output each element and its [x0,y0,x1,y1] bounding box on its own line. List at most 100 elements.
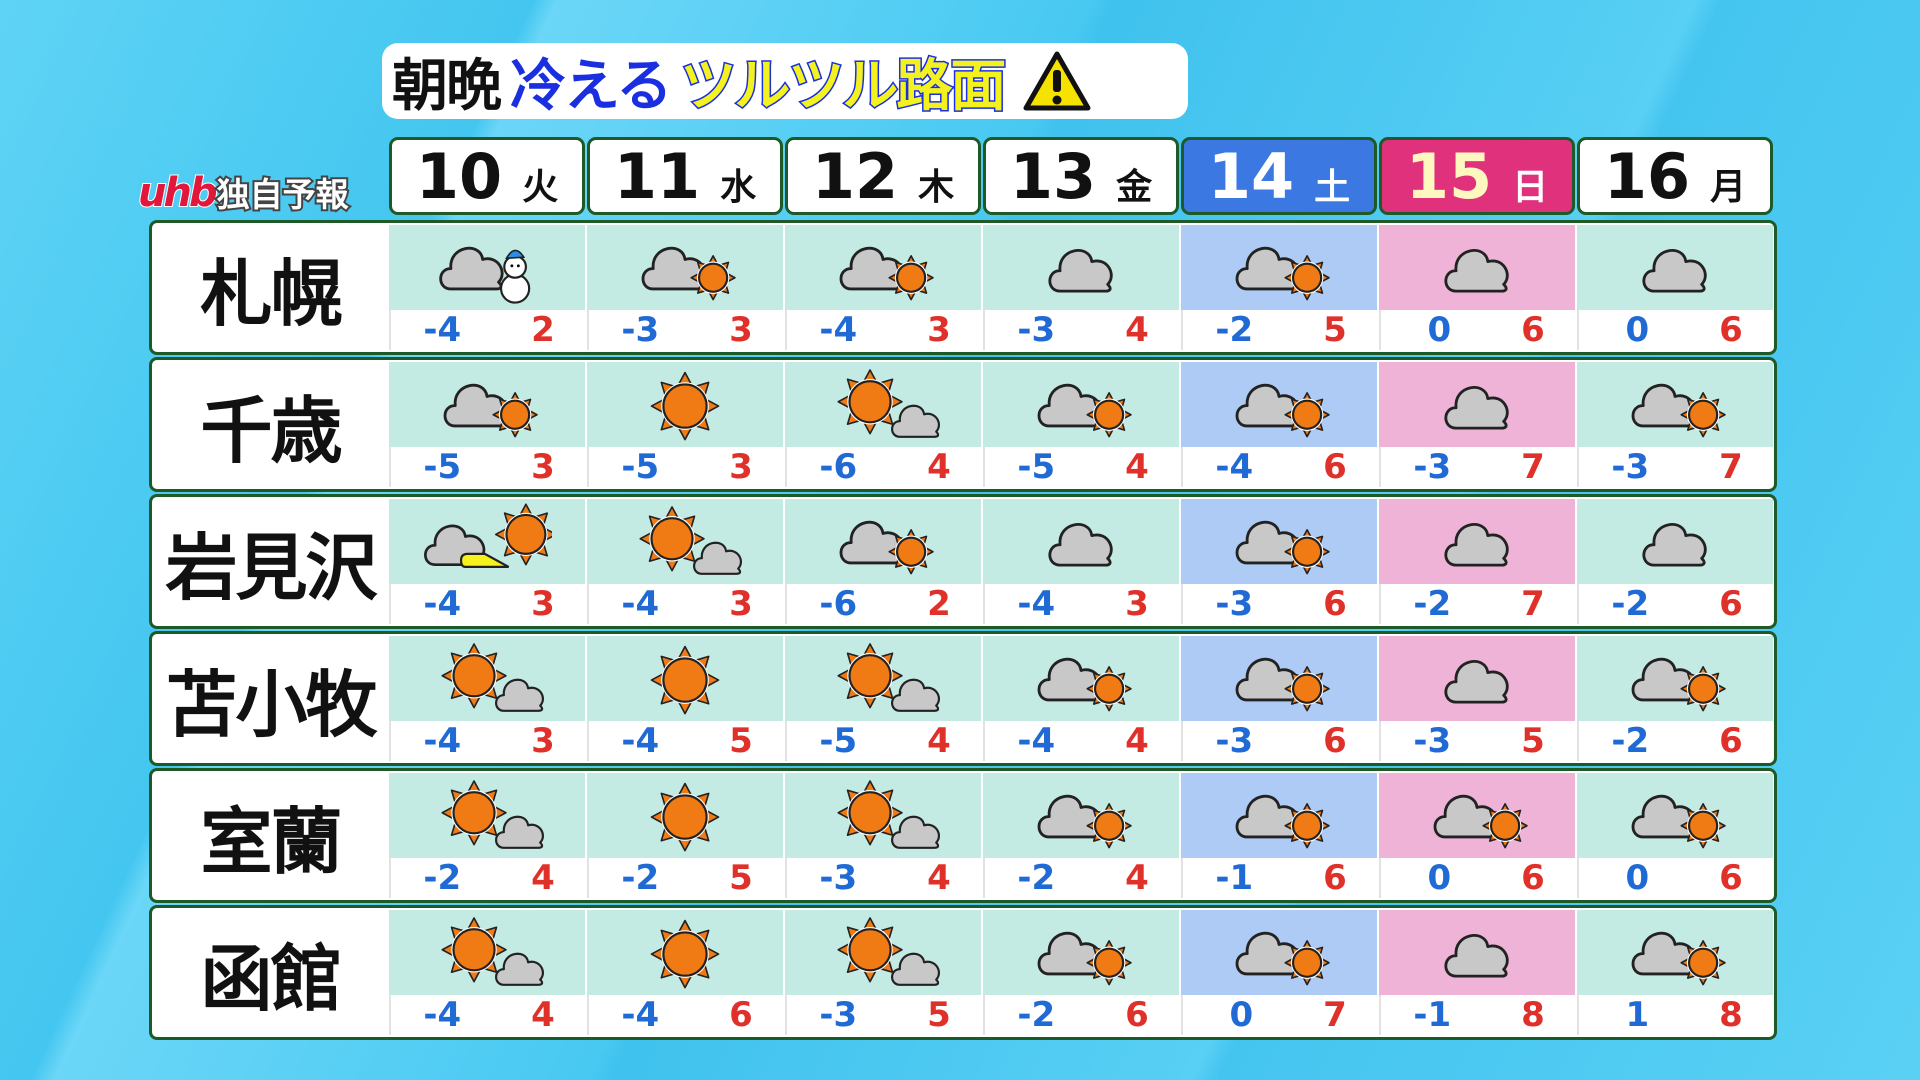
high-temp: 3 [729,447,753,487]
day-header-15: 15 日 [1379,137,1575,215]
sun-icon [1680,391,1726,437]
low-temp: -4 [423,310,462,350]
weather-icon-cloud [1379,225,1575,310]
low-temp: -4 [423,995,462,1035]
weather-icon-sun-cloud [587,499,783,584]
low-temp: 1 [1625,995,1650,1035]
date-number: 14 [1207,140,1295,213]
date-number: 12 [811,140,899,213]
cloud-icon [1037,383,1102,427]
high-temp: 8 [1719,995,1743,1035]
low-temp: -4 [621,721,660,761]
sun-icon [1680,665,1726,711]
low-temp: 0 [1427,310,1452,350]
weather-icon-sun-cloud [389,636,585,721]
weather-icon-cloud-sun [1181,362,1377,447]
cloud-icon [1235,794,1300,838]
weather-icon-sun-cloud [785,910,981,995]
city-name: 札幌 [200,252,342,336]
high-temp: 3 [729,310,753,350]
high-temp: 6 [1719,310,1743,350]
weather-icon-cloud-sun [389,362,585,447]
low-temp: 0 [1625,858,1650,898]
low-temp: -4 [819,310,858,350]
cloud-icon [1642,248,1707,293]
sun-icon [650,371,720,440]
forecast-cell: -3 4 [983,225,1179,350]
weather-icon-cloud-sun [983,636,1179,721]
forecast-cell: -2 5 [587,773,783,898]
low-temp: -3 [1017,310,1056,350]
high-temp: 4 [1125,447,1149,487]
cloud-icon [891,815,940,849]
cloud-icon [1037,657,1102,701]
low-temp: -2 [1611,721,1650,761]
cloud-icon [1444,248,1509,293]
forecast-cell: -4 3 [785,225,981,350]
forecast-cell: -4 5 [587,636,783,761]
weather-icon-cloud-sun [1577,910,1773,995]
cloud-icon [1235,383,1300,427]
city-name: 室蘭 [200,800,342,884]
weather-icon-cloud [1379,910,1575,995]
high-temp: 4 [927,721,951,761]
forecast-cell: -3 5 [1379,636,1575,761]
forecast-cell: -1 6 [1181,773,1377,898]
weather-icon-sun [587,636,783,721]
forecast-cell: -5 4 [785,636,981,761]
high-temp: 6 [1719,858,1743,898]
high-temp: 5 [1323,310,1347,350]
cloud-icon [1433,794,1498,838]
brand-logo: uhb [137,169,219,217]
high-temp: 5 [1521,721,1545,761]
cloud-icon [439,246,504,290]
forecast-cell: -4 3 [389,499,585,624]
forecast-cell: -3 5 [785,910,981,1035]
arrow-icon [459,552,510,568]
weather-icon-sun-cloud [389,910,585,995]
weather-icon-cloud-sun [983,910,1179,995]
high-temp: 4 [927,858,951,898]
headline-banner: 朝晩 冷える ツルツル路面 [382,43,1188,120]
cloud-icon [1642,522,1707,567]
high-temp: 3 [531,584,555,624]
forecast-cell: -4 4 [389,910,585,1035]
sun-icon [1086,391,1132,437]
high-temp: 5 [729,858,753,898]
sun-icon [1284,391,1330,437]
sun-icon [1482,802,1528,848]
sun-icon [1284,665,1330,711]
low-temp: -4 [423,584,462,624]
low-temp: -2 [1611,584,1650,624]
high-temp: 3 [531,447,555,487]
cloud-icon [891,404,940,438]
low-temp: -3 [1215,721,1254,761]
weekday-label: 月 [1710,167,1747,209]
weather-icon-sun-cloud [389,773,585,858]
day-header-12: 12 木 [785,137,981,215]
low-temp: -4 [621,584,660,624]
station-logo: uhb 独自予報 [137,168,351,217]
date-number: 10 [415,140,503,213]
cloud-icon [1631,794,1696,838]
weather-icon-sun [587,362,783,447]
weekday-label: 火 [522,167,559,209]
headline-part-2: 冷える [510,53,672,119]
cloud-icon [839,520,904,564]
cloud-icon [1048,522,1113,567]
sun-icon [837,642,903,708]
forecast-cell: -3 3 [587,225,783,350]
weather-icon-cloud-sun [983,362,1179,447]
weather-icon-cloud-sun [1181,636,1377,721]
forecast-cell: -2 5 [1181,225,1377,350]
high-temp: 7 [1521,447,1545,487]
sun-icon [1284,939,1330,985]
cloud-icon [1631,931,1696,975]
forecast-cell: -5 3 [389,362,585,487]
forecast-cell: -3 6 [1181,636,1377,761]
weather-icon-cloud [983,225,1179,310]
